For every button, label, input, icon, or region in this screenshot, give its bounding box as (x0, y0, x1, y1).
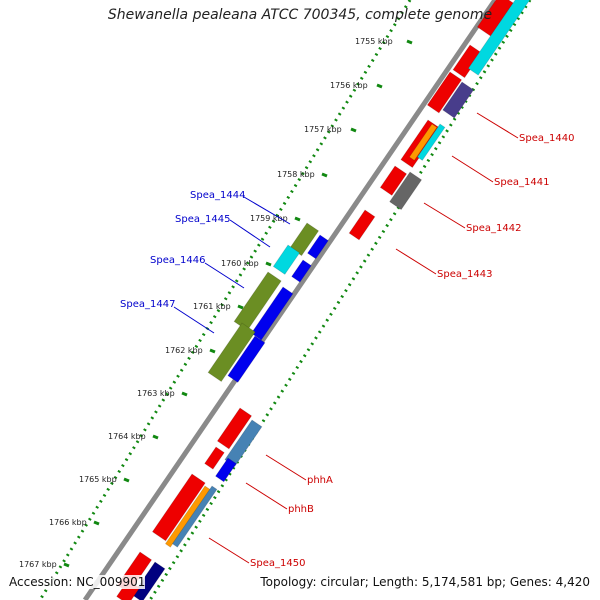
tick-mark (181, 391, 188, 397)
tick-mark (209, 348, 216, 354)
cds-forward-red (348, 209, 376, 241)
gene-leader-line (423, 202, 466, 229)
gene-label-forward[interactable]: Spea_1443 (437, 269, 492, 280)
cds-reverse-olive (289, 222, 320, 257)
gene-leader-line (204, 262, 245, 289)
cds-forward-red (151, 473, 206, 542)
tick-label: 1762 kbp (165, 346, 203, 355)
cds-forward-steel (224, 419, 263, 467)
tick-label: 1760 kbp (221, 259, 259, 268)
outer-dotted-track (38, 0, 412, 600)
tick-label: 1761 kbp (193, 302, 231, 311)
tick-mark (265, 261, 272, 267)
tick-label: 1764 kbp (108, 432, 146, 441)
cds-forward-cyan (416, 123, 446, 161)
gene-label-forward[interactable]: phhB (288, 504, 314, 515)
tick-mark (406, 39, 413, 45)
gene-leader-line (229, 219, 271, 248)
cds-reverse-olive (207, 322, 256, 383)
cds-reverse-cyan (272, 244, 301, 275)
cds-forward-purple (442, 81, 475, 119)
genome-stats-text: Topology: circular; Length: 5,174,581 bp… (260, 575, 590, 589)
cds-forward-blue (215, 457, 237, 483)
tick-mark (237, 304, 244, 310)
cds-forward-red (426, 71, 463, 114)
tick-mark (376, 83, 383, 89)
genome-backbone (82, 0, 498, 600)
gene-label-reverse[interactable]: Spea_1444 (190, 190, 245, 201)
cds-forward-red (216, 407, 253, 450)
cds-forward-red (204, 446, 225, 470)
gene-leader-line (265, 454, 307, 481)
cds-forward-red (379, 165, 408, 196)
tick-mark (152, 434, 159, 440)
tick-mark (350, 127, 357, 133)
tick-mark (63, 562, 70, 568)
cds-forward-orange (164, 485, 211, 548)
cds-reverse-blue (227, 335, 266, 383)
gene-label-reverse[interactable]: Spea_1446 (150, 255, 205, 266)
tick-label: 1758 kbp (277, 170, 315, 179)
cds-forward-steel (171, 485, 218, 548)
gene-leader-line (476, 112, 519, 139)
accession-text: Accession: NC_009901 (9, 575, 146, 589)
gene-label-forward[interactable]: Spea_1441 (494, 177, 549, 188)
gene-leader-line (451, 155, 494, 183)
cds-forward-gray (389, 171, 423, 211)
cds-reverse-blue (307, 234, 329, 260)
tick-label: 1767 kbp (19, 560, 57, 569)
tick-label: 1765 kbp (79, 475, 117, 484)
tick-label: 1755 kbp (355, 37, 393, 46)
cds-forward-red (452, 44, 483, 79)
gene-label-forward[interactable]: Spea_1440 (519, 133, 574, 144)
map-title: Shewanella pealeana ATCC 700345, complet… (107, 7, 493, 23)
tick-marks: 1755 kbp 1756 kbp 1757 kbp 1758 kbp 1759 kbp… (19, 37, 413, 569)
gene-leader-line (245, 482, 288, 510)
gene-label-reverse[interactable]: Spea_1445 (175, 214, 230, 225)
gene-label-forward[interactable]: Spea_1442 (466, 223, 521, 234)
gene-leader-line (173, 306, 215, 334)
gene-label-forward[interactable]: Spea_1450 (250, 558, 305, 569)
cds-features (116, 0, 531, 600)
tick-mark (123, 477, 130, 483)
tick-mark (294, 216, 301, 222)
cds-reverse-blue (250, 286, 294, 341)
tick-mark (321, 172, 328, 178)
gene-leader-line (395, 248, 437, 275)
tick-label: 1766 kbp (49, 518, 87, 527)
cds-forward-cyan (467, 0, 531, 76)
gene-label-group: Spea_1440 Spea_1441 Spea_1442 Spea_1443 phhA… (120, 112, 574, 569)
tick-mark (93, 520, 100, 526)
cds-reverse-blue (291, 259, 312, 283)
gene-label-forward[interactable]: phhA (307, 475, 333, 486)
gene-leader-line (243, 196, 291, 225)
gene-label-reverse[interactable]: Spea_1447 (120, 299, 175, 310)
gene-leader-line (208, 537, 250, 564)
tick-label: 1759 kbp (250, 214, 288, 223)
cds-forward-orange (408, 123, 438, 161)
tick-label: 1763 kbp (137, 389, 175, 398)
tick-label: 1756 kbp (330, 81, 368, 90)
tick-label: 1757 kbp (304, 125, 342, 134)
